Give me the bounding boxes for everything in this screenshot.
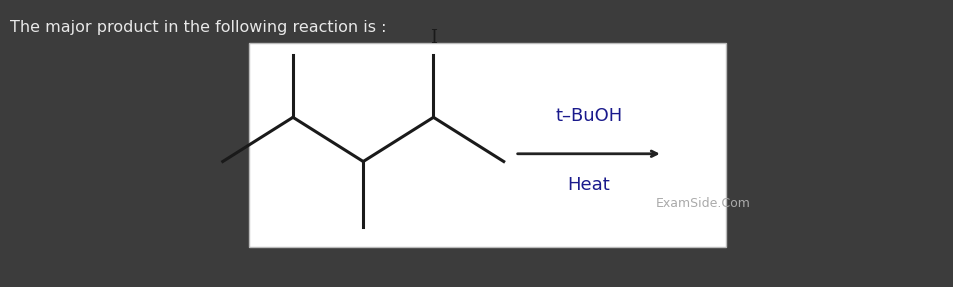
Text: Heat: Heat: [567, 176, 610, 194]
Text: t–BuOH: t–BuOH: [555, 107, 621, 125]
Text: ExamSide.Com: ExamSide.Com: [655, 197, 749, 210]
FancyBboxPatch shape: [249, 43, 724, 247]
Text: I: I: [430, 29, 436, 46]
Text: The major product in the following reaction is :: The major product in the following react…: [10, 20, 386, 35]
